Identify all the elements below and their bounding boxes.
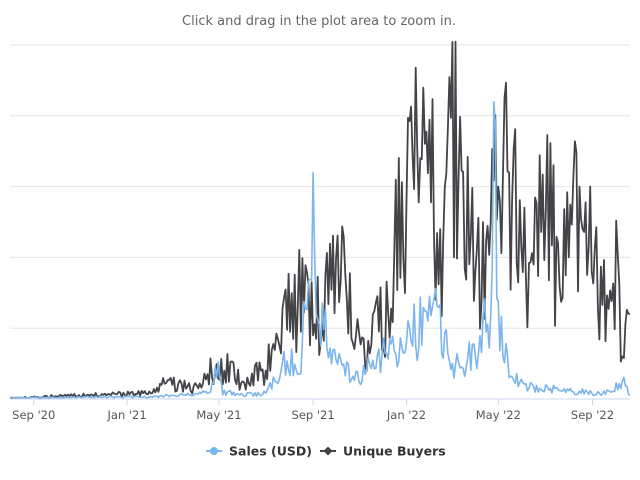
zoom-hint: Click and drag in the plot area to zoom … bbox=[182, 14, 456, 29]
x-tick-label: Sep '20 bbox=[12, 408, 55, 422]
x-tick-label: May '22 bbox=[476, 408, 521, 422]
legend-item-buyers[interactable]: Unique Buyers bbox=[320, 444, 446, 459]
legend-sales-marker-icon bbox=[210, 447, 218, 455]
series-buyers-line[interactable] bbox=[9, 40, 631, 400]
x-tick-label: Sep '22 bbox=[571, 408, 614, 422]
legend-sales-label[interactable]: Sales (USD) bbox=[229, 444, 312, 459]
x-axis-ticks: Sep '20 Jan '21 May '21 Sep '21 Jan '22 May '… bbox=[12, 399, 614, 422]
series-lines[interactable] bbox=[9, 40, 631, 400]
x-tick-label: Jan '22 bbox=[386, 408, 426, 422]
grid-lines bbox=[10, 44, 630, 329]
legend-item-sales[interactable]: Sales (USD) bbox=[206, 444, 312, 459]
x-tick-label: Jan '21 bbox=[107, 408, 147, 422]
legend[interactable]: Sales (USD) Unique Buyers bbox=[206, 444, 446, 459]
legend-buyers-label[interactable]: Unique Buyers bbox=[343, 444, 446, 459]
series-sales-line[interactable] bbox=[9, 100, 631, 399]
x-tick-label: Sep '21 bbox=[292, 408, 335, 422]
legend-buyers-diamond-icon bbox=[323, 446, 333, 456]
x-tick-label: May '21 bbox=[196, 408, 241, 422]
